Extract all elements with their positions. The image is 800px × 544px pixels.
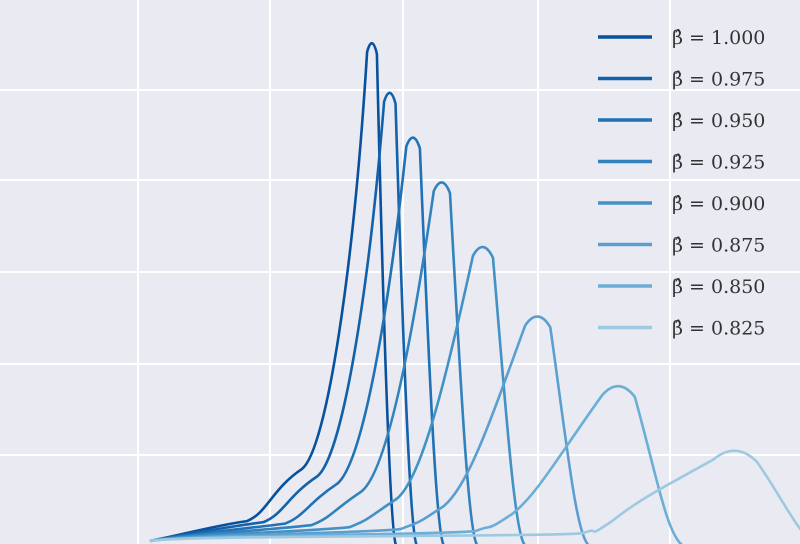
series-line [149,136,445,544]
legend-label: β̂ = 1.000 [672,27,765,49]
series-line [149,449,800,543]
series-line [149,91,418,544]
series-line [149,245,526,544]
legend: β̂ = 1.000 β̂ = 0.975 β̂ = 0.950 β̂ = 0.925… [598,27,765,340]
series-lines [149,41,800,544]
legend-label: β̂ = 0.900 [672,193,765,215]
legend-label: β̂ = 0.875 [672,235,765,257]
series-line [149,384,684,544]
legend-label: β̂ = 0.975 [672,69,765,91]
series-line [149,41,398,544]
legend-label: β̂ = 0.950 [672,110,765,132]
legend-label: β̂ = 0.825 [672,318,765,340]
series-line [149,315,590,544]
series-line [149,181,479,544]
legend-label: β̂ = 0.850 [672,276,765,298]
legend-label: β̂ = 0.925 [672,152,765,174]
